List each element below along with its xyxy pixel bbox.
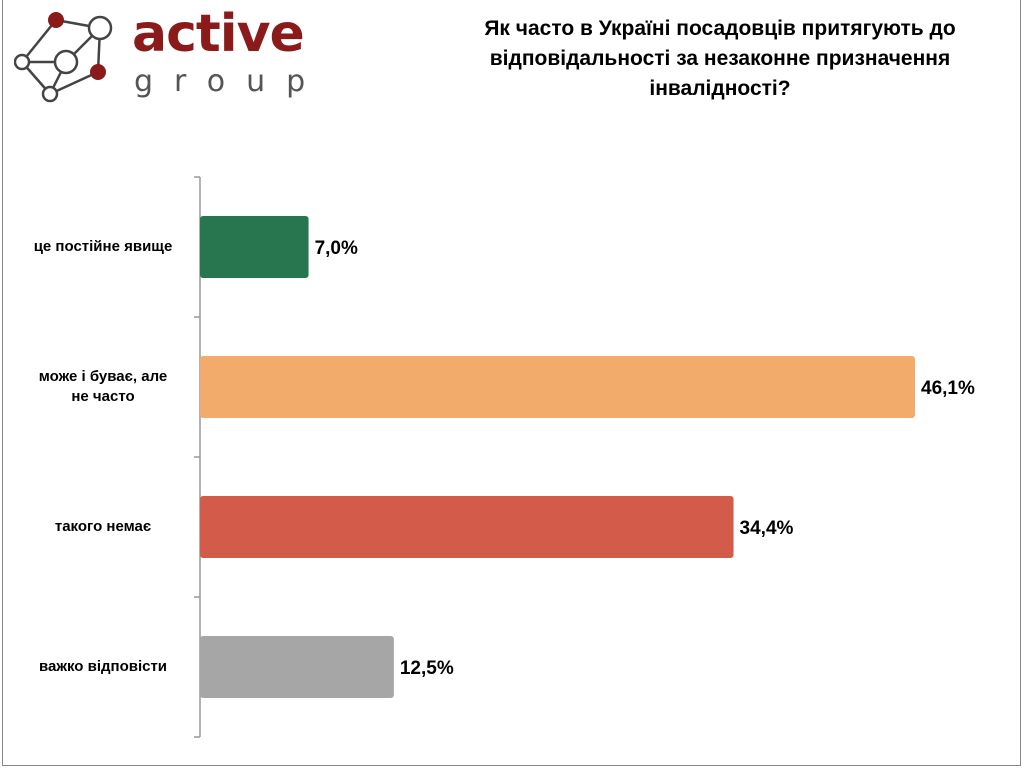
data-label: 12,5% — [400, 658, 454, 679]
category-label: такого немає — [54, 518, 152, 535]
logo-word: active — [132, 4, 305, 64]
bar — [200, 356, 915, 418]
bar — [200, 496, 734, 558]
data-label: 46,1% — [921, 378, 975, 399]
category-label: це постійне явище — [33, 238, 173, 255]
category-label: важко відповісти — [38, 658, 168, 675]
bar — [200, 636, 394, 698]
bar — [200, 216, 309, 278]
logo-network-icon — [14, 12, 113, 103]
data-label: 7,0% — [315, 238, 358, 259]
chart-title: Як часто в Україні посадовців притягують… — [484, 17, 956, 100]
logo-subword: group — [134, 64, 327, 99]
category-label: може і буває, але не часто — [38, 368, 168, 405]
data-label: 34,4% — [740, 518, 794, 539]
